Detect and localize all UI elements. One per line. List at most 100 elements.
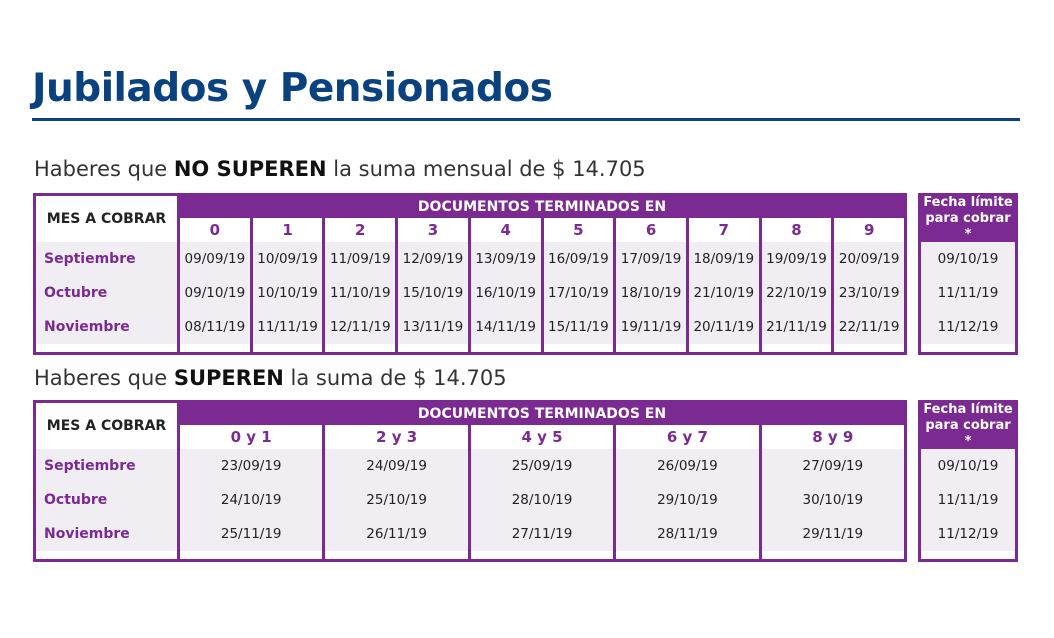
date-cell: 28/10/19: [470, 483, 617, 517]
fecha-limite-header: Fecha límite para cobrar *: [921, 402, 1015, 449]
digit-header: 4 y 5: [470, 425, 617, 449]
fecha-limite-cell: 11/11/19: [921, 276, 1015, 310]
date-cell: 28/11/19: [616, 517, 762, 551]
date-cell: 26/11/19: [325, 517, 471, 551]
date-cell: 20/09/19: [834, 242, 905, 276]
date-cell: 20/11/19: [688, 310, 762, 344]
fecha-limite-cell: 11/12/19: [921, 310, 1015, 344]
date-cell: 17/10/19: [543, 276, 617, 310]
date-cell: 25/09/19: [470, 449, 617, 483]
date-cell: 11/10/19: [325, 276, 399, 310]
fecha-limite-cell: 09/10/19: [921, 242, 1015, 276]
date-cell: 21/10/19: [688, 276, 762, 310]
digit-header: 9: [834, 218, 905, 242]
digit-header: 5: [543, 218, 617, 242]
date-cell: 12/11/19: [325, 310, 399, 344]
date-cell: 19/11/19: [616, 310, 689, 344]
fecha-limite-header-line1: Fecha límite: [923, 195, 1013, 210]
date-cell: 25/10/19: [325, 483, 471, 517]
digit-header: 2 y 3: [325, 425, 471, 449]
month-label: Septiembre: [36, 242, 180, 276]
date-cell: 09/10/19: [180, 276, 253, 310]
date-cell: 16/10/19: [470, 276, 544, 310]
digit-header: 6 y 7: [616, 425, 762, 449]
date-cell: 10/09/19: [252, 242, 326, 276]
date-cell: 09/09/19: [180, 242, 253, 276]
digit-headers: 0 y 1 2 y 3 4 y 5 6 y 7 8 y 9: [180, 425, 905, 449]
table-row: Septiembre 09/09/19 10/09/19 11/09/19 12…: [36, 242, 905, 276]
date-cell: 23/09/19: [180, 449, 326, 483]
fecha-limite-cell: 11/12/19: [921, 517, 1015, 551]
date-cell: 18/10/19: [616, 276, 689, 310]
date-cell: 13/11/19: [398, 310, 471, 344]
section2-subtitle-pre: Haberes que: [34, 366, 174, 390]
digit-header: 8: [761, 218, 835, 242]
table-row: Noviembre 25/11/19 26/11/19 27/11/19 28/…: [36, 517, 905, 551]
section2-subtitle-bold: SUPEREN: [173, 366, 284, 390]
month-label: Octubre: [36, 276, 180, 310]
date-cell: 30/10/19: [761, 483, 905, 517]
title-divider: [32, 118, 1020, 121]
date-cell: 29/10/19: [616, 483, 762, 517]
fecha-limite-box-1: Fecha límite para cobrar * 09/10/19 11/1…: [918, 193, 1018, 355]
date-cell: 15/11/19: [543, 310, 617, 344]
section2-subtitle: Haberes que SUPEREN la suma de $ 14.705: [34, 366, 507, 390]
date-cell: 08/11/19: [180, 310, 253, 344]
digit-header: 0 y 1: [180, 425, 326, 449]
month-label: Septiembre: [36, 449, 180, 483]
section1-subtitle-post: la suma mensual de $ 14.705: [326, 157, 646, 181]
section1-subtitle-pre: Haberes que: [34, 157, 174, 181]
table-row: Octubre 09/10/19 10/10/19 11/10/19 15/10…: [36, 276, 905, 310]
schedule-table-superen: MES A COBRAR DOCUMENTOS TERMINADOS EN 0 …: [33, 400, 907, 562]
section2-subtitle-post: la suma de $ 14.705: [283, 366, 507, 390]
digit-header: 1: [252, 218, 326, 242]
mes-a-cobrar-header: MES A COBRAR: [36, 196, 180, 242]
date-cell: 10/10/19: [252, 276, 326, 310]
section1-subtitle: Haberes que NO SUPEREN la suma mensual d…: [34, 157, 646, 181]
table-row: Octubre 24/10/19 25/10/19 28/10/19 29/10…: [36, 483, 905, 517]
digit-headers: 0 1 2 3 4 5 6 7 8 9: [180, 218, 905, 242]
date-cell: 27/09/19: [761, 449, 905, 483]
date-cell: 14/11/19: [470, 310, 544, 344]
fecha-limite-header-line2: para cobrar *: [925, 211, 1011, 242]
digit-header: 8 y 9: [761, 425, 905, 449]
date-cell: 12/09/19: [398, 242, 471, 276]
table-row: Septiembre 23/09/19 24/09/19 25/09/19 26…: [36, 449, 905, 483]
page-title: Jubilados y Pensionados: [32, 66, 553, 111]
date-cell: 15/10/19: [398, 276, 471, 310]
date-cell: 22/10/19: [761, 276, 835, 310]
digit-header: 2: [325, 218, 399, 242]
table-bottom: [36, 551, 904, 559]
documentos-header: DOCUMENTOS TERMINADOS EN: [180, 196, 904, 218]
digit-header: 6: [616, 218, 689, 242]
date-cell: 24/10/19: [180, 483, 326, 517]
date-cell: 17/09/19: [616, 242, 689, 276]
fecha-limite-cell: 09/10/19: [921, 449, 1015, 483]
date-cell: 13/09/19: [470, 242, 544, 276]
date-cell: 27/11/19: [470, 517, 617, 551]
date-cell: 25/11/19: [180, 517, 326, 551]
month-label: Noviembre: [36, 310, 180, 344]
month-label: Octubre: [36, 483, 180, 517]
date-cell: 24/09/19: [325, 449, 471, 483]
section1-subtitle-bold: NO SUPEREN: [173, 157, 327, 181]
table-header: MES A COBRAR DOCUMENTOS TERMINADOS EN 0 …: [36, 403, 905, 449]
fecha-limite-cell: 11/11/19: [921, 483, 1015, 517]
date-cell: 22/11/19: [834, 310, 905, 344]
date-cell: 16/09/19: [543, 242, 617, 276]
digit-header: 0: [180, 218, 253, 242]
mes-a-cobrar-header: MES A COBRAR: [36, 403, 180, 449]
fecha-limite-header-line1: Fecha límite: [923, 402, 1013, 417]
table-row: Noviembre 08/11/19 11/11/19 12/11/19 13/…: [36, 310, 905, 344]
date-cell: 23/10/19: [834, 276, 905, 310]
fecha-limite-header-line2: para cobrar *: [925, 418, 1011, 449]
digit-header: 3: [398, 218, 471, 242]
date-cell: 11/11/19: [252, 310, 326, 344]
month-label: Noviembre: [36, 517, 180, 551]
table-header: MES A COBRAR DOCUMENTOS TERMINADOS EN 0 …: [36, 196, 905, 242]
digit-header: 4: [470, 218, 544, 242]
date-cell: 18/09/19: [688, 242, 762, 276]
schedule-table-no-superen: MES A COBRAR DOCUMENTOS TERMINADOS EN 0 …: [33, 193, 907, 355]
date-cell: 21/11/19: [761, 310, 835, 344]
documentos-header: DOCUMENTOS TERMINADOS EN: [180, 403, 904, 425]
